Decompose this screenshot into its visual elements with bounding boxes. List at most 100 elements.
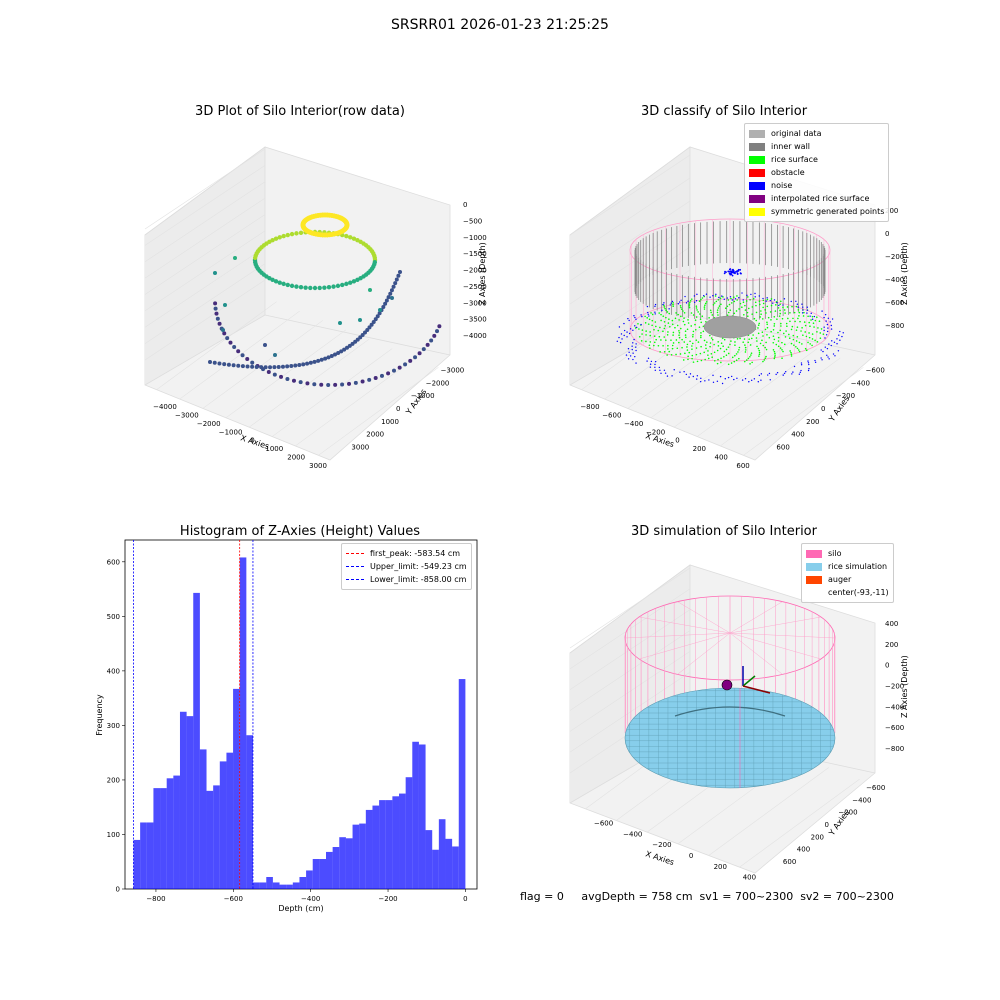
- noise-point: [628, 351, 630, 353]
- noise-point: [731, 274, 734, 277]
- noise-point: [649, 363, 652, 365]
- histogram-bar: [385, 800, 393, 889]
- noise-point: [739, 268, 742, 271]
- rice-surface-point: [779, 347, 782, 349]
- noise-point: [724, 378, 726, 380]
- noise-point: [765, 300, 767, 302]
- data-point: [323, 356, 328, 361]
- data-point: [358, 318, 362, 322]
- data-point: [312, 382, 317, 387]
- rice-surface-point: [711, 314, 714, 316]
- noise-point: [632, 352, 634, 354]
- data-point: [214, 311, 219, 316]
- rice-surface-point: [757, 324, 760, 326]
- rice-surface-point: [681, 338, 683, 341]
- rice-surface-point: [811, 338, 814, 340]
- y-tick-label: 400: [797, 846, 810, 854]
- rice-surface-point: [663, 350, 666, 353]
- rice-surface-point: [810, 319, 812, 321]
- noise-point: [809, 315, 811, 317]
- histogram-bar: [312, 859, 320, 889]
- rice-surface-point: [655, 338, 657, 341]
- rice-surface-point: [773, 315, 776, 318]
- rice-surface-point: [773, 322, 776, 325]
- rice-surface-point: [761, 331, 764, 334]
- x-tick-label: −200: [652, 841, 671, 849]
- rice-surface-point: [718, 305, 721, 307]
- noise-point: [811, 318, 814, 320]
- rice-surface-point: [805, 349, 808, 352]
- noise-point: [813, 315, 816, 318]
- rice-surface-point: [777, 336, 780, 339]
- y-tick-label: −400: [851, 379, 870, 387]
- noise-point: [773, 299, 776, 301]
- legend-item: obstacle: [749, 166, 884, 179]
- data-point: [351, 279, 357, 284]
- rice-surface-point: [756, 340, 758, 342]
- rice-surface-point: [782, 350, 784, 353]
- noise-point: [736, 270, 738, 273]
- legend-swatch: [749, 194, 765, 203]
- legend-label: original data: [771, 129, 822, 138]
- rice-surface-point: [700, 336, 702, 339]
- rice-surface-point: [696, 309, 698, 311]
- rice-surface-point: [781, 357, 783, 360]
- rice-surface-point: [745, 359, 748, 361]
- noise-point: [659, 369, 661, 372]
- noise-point: [629, 355, 632, 357]
- rice-surface-point: [808, 332, 810, 334]
- noise-point: [806, 309, 809, 311]
- y-tick-label: −400: [852, 796, 871, 804]
- data-point: [217, 361, 222, 366]
- rice-surface-point: [781, 349, 783, 351]
- data-point: [348, 280, 353, 285]
- rice-surface-point: [750, 352, 753, 354]
- data-point: [365, 328, 370, 333]
- rice-surface-point: [802, 315, 805, 317]
- rice-surface-point: [747, 296, 749, 298]
- noise-point: [839, 330, 841, 333]
- data-point: [340, 282, 345, 288]
- y-tick-label: −3000: [441, 366, 465, 374]
- rice-surface-point: [733, 360, 736, 363]
- data-point: [432, 333, 437, 338]
- rice-surface-point: [757, 347, 760, 350]
- silo-roof-line: [639, 632, 731, 660]
- rice-surface-point: [736, 299, 738, 301]
- rice-surface-point: [692, 314, 695, 316]
- histogram-bar: [219, 761, 227, 889]
- data-point: [345, 345, 350, 350]
- grid-line: [144, 279, 266, 361]
- noise-point: [649, 366, 652, 368]
- noise-point: [830, 324, 832, 327]
- noise-point: [618, 336, 620, 339]
- data-point: [326, 355, 331, 360]
- data-point: [294, 231, 299, 236]
- histogram-bar: [392, 796, 400, 889]
- histogram-bar: [186, 716, 194, 889]
- noise-point: [799, 371, 802, 374]
- data-point: [437, 324, 442, 329]
- rice-surface-point: [667, 331, 669, 333]
- rice-surface-point: [775, 343, 778, 346]
- noise-point: [708, 379, 710, 381]
- rice-surface-point: [659, 351, 661, 353]
- rice-surface-point: [694, 319, 697, 321]
- y-tick-label: 0: [396, 405, 400, 413]
- rice-surface-point: [683, 312, 686, 314]
- rice-surface-point: [686, 328, 689, 331]
- rice-surface-point: [720, 357, 722, 360]
- data-point: [272, 372, 277, 377]
- data-point: [335, 283, 341, 289]
- noise-point: [721, 295, 723, 297]
- histogram-bar: [246, 735, 253, 889]
- z-tick-label: −1500: [463, 250, 487, 258]
- noise-point: [793, 365, 796, 368]
- noise-point: [724, 270, 726, 273]
- histogram-bar: [233, 688, 240, 889]
- noise-point: [634, 316, 636, 319]
- data-point: [312, 359, 317, 364]
- noise-point: [705, 293, 708, 295]
- histogram-bars: [133, 557, 466, 889]
- noise-point: [824, 346, 826, 348]
